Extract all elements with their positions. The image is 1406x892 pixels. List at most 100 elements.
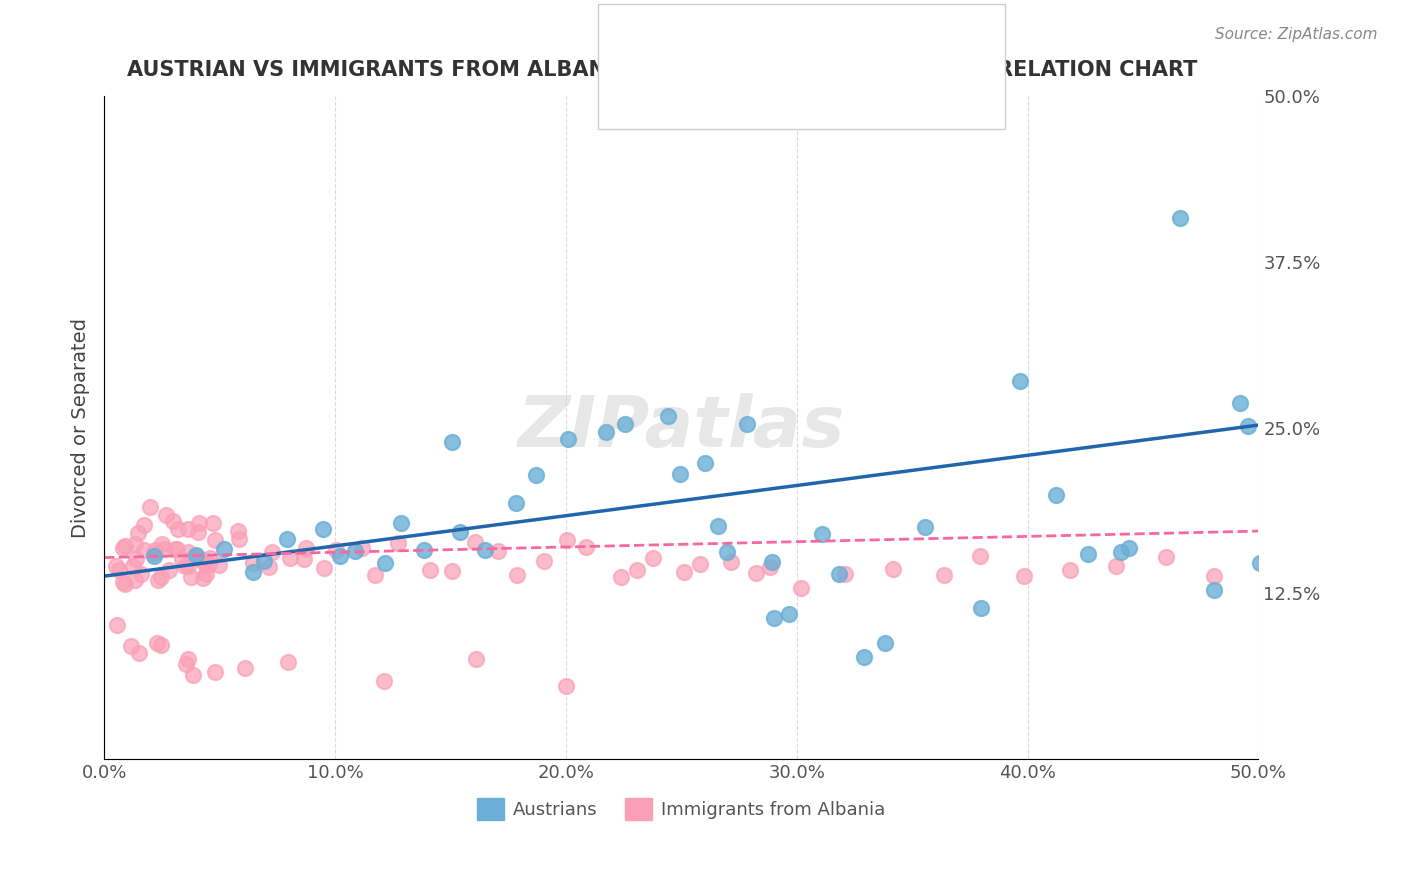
Point: [174, 657, 197, 671]
Point: [259, 560, 281, 574]
Point: [673, 565, 696, 579]
Point: [193, 571, 215, 585]
Point: [657, 409, 679, 423]
Point: [155, 508, 177, 522]
Point: [464, 651, 486, 665]
Point: [1202, 569, 1225, 583]
Point: [745, 566, 768, 580]
Point: [150, 536, 173, 550]
Point: [1249, 556, 1271, 570]
Point: [763, 611, 786, 625]
Point: [195, 559, 218, 574]
Point: [720, 555, 742, 569]
Point: [242, 565, 264, 579]
Point: [555, 533, 578, 547]
Point: [314, 560, 336, 574]
Point: [312, 522, 335, 536]
Point: [233, 661, 256, 675]
Point: [184, 549, 207, 563]
Point: [125, 552, 148, 566]
Legend: Austrians, Immigrants from Albania: Austrians, Immigrants from Albania: [468, 789, 894, 830]
Point: [198, 551, 221, 566]
Point: [177, 545, 200, 559]
Point: [166, 522, 188, 536]
Point: [693, 457, 716, 471]
Point: [128, 646, 150, 660]
Point: [828, 566, 851, 581]
Point: [198, 558, 221, 572]
Point: [114, 576, 136, 591]
Point: [595, 425, 617, 440]
Point: [190, 552, 212, 566]
Point: [852, 649, 875, 664]
Point: [134, 542, 156, 557]
Point: [188, 516, 211, 530]
Point: [882, 561, 904, 575]
Point: [834, 566, 856, 581]
Point: [157, 563, 180, 577]
Point: [389, 516, 412, 531]
Point: [122, 558, 145, 573]
Point: [260, 545, 283, 559]
Point: [212, 542, 235, 557]
Point: [557, 432, 579, 446]
Y-axis label: Divorced or Separated: Divorced or Separated: [72, 318, 90, 538]
Point: [533, 554, 555, 568]
Point: [614, 417, 637, 432]
Point: [146, 573, 169, 587]
Point: [969, 549, 991, 563]
Point: [350, 541, 373, 555]
Point: [761, 555, 783, 569]
Point: [932, 568, 955, 582]
Point: [419, 563, 441, 577]
Point: [759, 560, 782, 574]
Point: [325, 543, 347, 558]
Point: [1045, 488, 1067, 502]
Point: [181, 668, 204, 682]
Point: [440, 564, 463, 578]
Point: [149, 638, 172, 652]
Point: [609, 570, 631, 584]
Point: [1010, 374, 1032, 388]
Point: [176, 559, 198, 574]
Point: [1059, 563, 1081, 577]
Point: [778, 607, 800, 621]
Point: [329, 549, 352, 564]
Point: [464, 535, 486, 549]
Point: [177, 522, 200, 536]
Point: [524, 467, 547, 482]
Point: [413, 543, 436, 558]
Text: ZIPatlas: ZIPatlas: [517, 393, 845, 462]
Point: [374, 556, 396, 570]
Point: [174, 559, 197, 574]
Point: [276, 532, 298, 546]
Point: [1229, 396, 1251, 410]
Point: [575, 540, 598, 554]
Point: [162, 514, 184, 528]
Point: [1111, 545, 1133, 559]
Point: [114, 539, 136, 553]
Point: [143, 543, 166, 558]
Point: [111, 574, 134, 589]
Text: R =  0.044   N = 98: R = 0.044 N = 98: [665, 82, 872, 100]
Point: [120, 640, 142, 654]
Point: [163, 541, 186, 556]
Text: Source: ZipAtlas.com: Source: ZipAtlas.com: [1215, 27, 1378, 42]
Point: [127, 525, 149, 540]
Point: [343, 544, 366, 558]
Point: [112, 541, 135, 555]
Point: [1237, 418, 1260, 433]
Point: [626, 563, 648, 577]
Point: [735, 417, 758, 431]
Point: [242, 556, 264, 570]
Point: [253, 553, 276, 567]
Point: [201, 516, 224, 530]
Point: [1168, 211, 1191, 225]
Point: [505, 495, 527, 509]
Point: [641, 551, 664, 566]
Point: [1077, 548, 1099, 562]
Point: [226, 524, 249, 539]
Point: [105, 558, 128, 573]
Point: [105, 618, 128, 632]
Text: R =  0.281   N = 45: R = 0.281 N = 45: [665, 36, 872, 54]
